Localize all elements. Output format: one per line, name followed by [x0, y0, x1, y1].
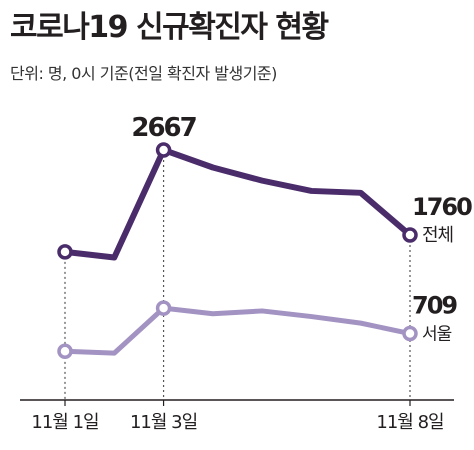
series-line-seoul: [62, 305, 413, 356]
data-value-label: 2667: [131, 113, 196, 143]
data-value-label: 709: [412, 292, 457, 320]
series-line-total: [62, 146, 413, 261]
series-name-label: 서울: [422, 325, 452, 345]
chart-title: 코로나19 신규확진자 현황: [10, 10, 329, 45]
data-point-marker: [402, 325, 418, 342]
x-tick-label: 11월 1일: [31, 412, 98, 433]
data-point-marker: [57, 244, 73, 260]
x-axis-ticks: 11월 1일 11월 3일 11월 8일: [31, 400, 445, 433]
labels-layer: 2667 1760 전체 709 서울: [131, 113, 474, 345]
data-point-marker: [402, 227, 418, 243]
data-value-label: 1760: [412, 193, 472, 221]
x-tick-label: 11월 8일: [376, 412, 443, 433]
series-layer: [57, 142, 418, 359]
data-point-marker: [155, 300, 172, 316]
chart-subtitle: 단위: 명, 0시 기준(전일 확진자 발생기준): [10, 64, 277, 83]
data-point-marker: [155, 142, 172, 158]
data-point-marker: [57, 343, 73, 359]
x-tick-label: 11월 3일: [130, 412, 197, 433]
guide-lines: [64, 149, 411, 400]
series-name-label: 전체: [422, 225, 453, 246]
